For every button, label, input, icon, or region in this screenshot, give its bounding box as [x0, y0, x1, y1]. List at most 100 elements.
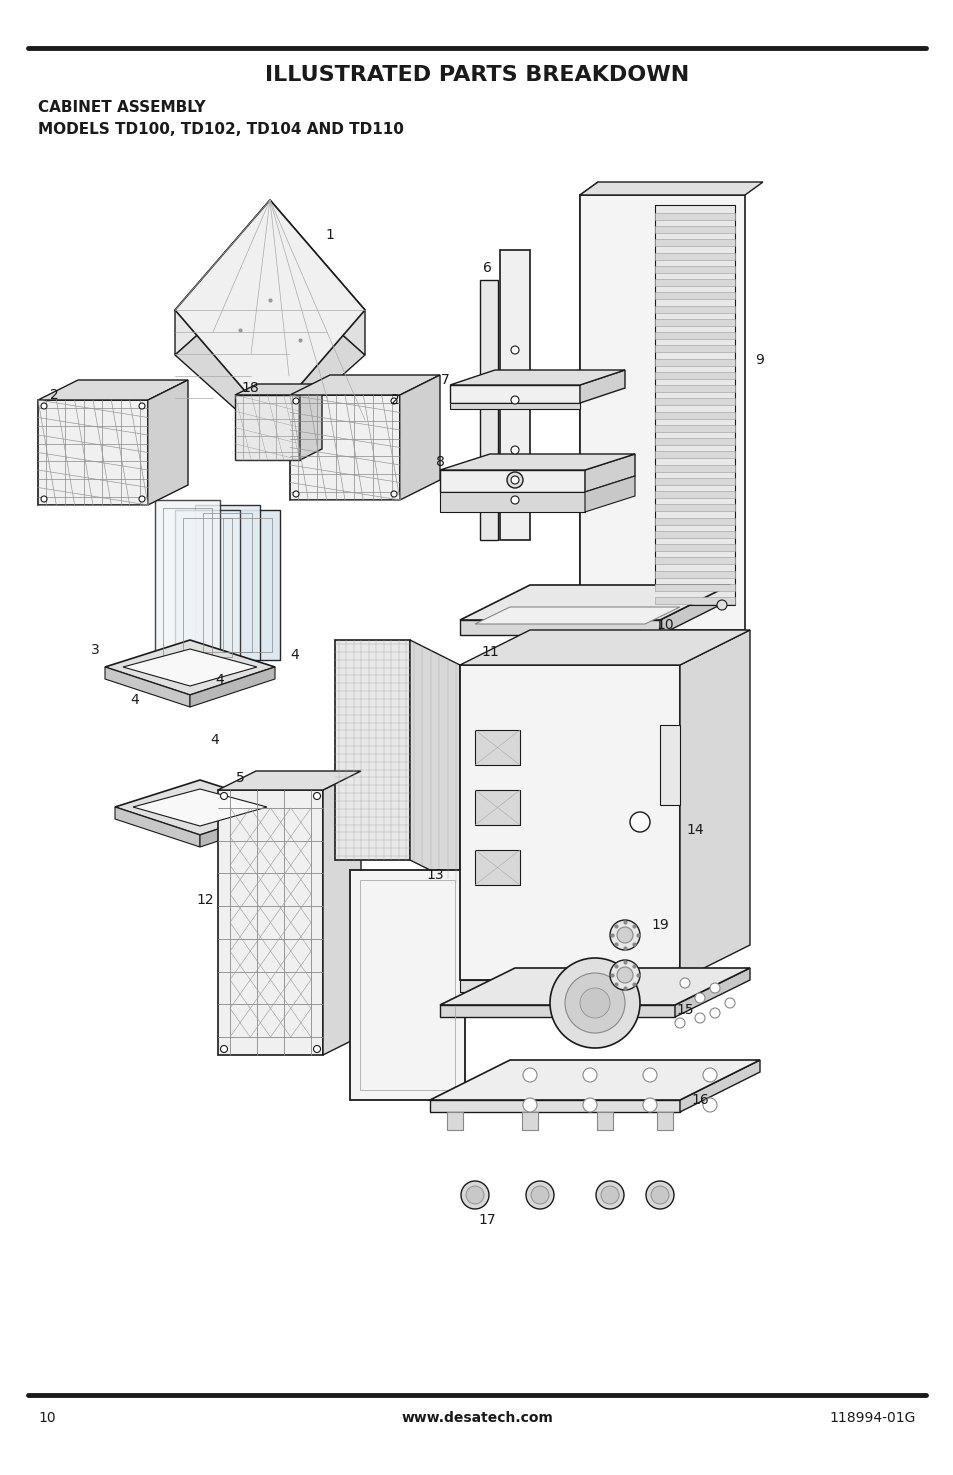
- Polygon shape: [105, 640, 274, 695]
- Polygon shape: [475, 791, 519, 825]
- Polygon shape: [132, 789, 267, 826]
- Text: 11: 11: [480, 645, 498, 659]
- Polygon shape: [115, 807, 200, 847]
- Polygon shape: [439, 493, 584, 512]
- Circle shape: [293, 398, 298, 404]
- Text: 1: 1: [325, 229, 335, 242]
- Circle shape: [675, 1018, 684, 1028]
- Polygon shape: [579, 370, 624, 403]
- Polygon shape: [579, 181, 762, 195]
- Polygon shape: [174, 201, 270, 355]
- Polygon shape: [655, 544, 734, 552]
- Text: 4: 4: [131, 693, 139, 707]
- Circle shape: [139, 403, 145, 409]
- Polygon shape: [655, 266, 734, 273]
- Circle shape: [506, 472, 522, 488]
- Polygon shape: [655, 252, 734, 260]
- Polygon shape: [655, 558, 734, 565]
- Polygon shape: [459, 665, 679, 979]
- Text: MODELS TD100, TD102, TD104 AND TD110: MODELS TD100, TD102, TD104 AND TD110: [38, 122, 403, 137]
- Polygon shape: [190, 667, 274, 707]
- Polygon shape: [679, 1061, 760, 1112]
- Polygon shape: [430, 1100, 679, 1112]
- Circle shape: [596, 1181, 623, 1210]
- Circle shape: [679, 978, 689, 988]
- Polygon shape: [218, 791, 323, 1055]
- Circle shape: [709, 1007, 720, 1018]
- Circle shape: [511, 347, 518, 354]
- Polygon shape: [659, 726, 679, 805]
- Polygon shape: [290, 395, 399, 500]
- Polygon shape: [290, 375, 439, 395]
- Polygon shape: [597, 1112, 613, 1130]
- Polygon shape: [479, 280, 497, 540]
- Polygon shape: [123, 649, 256, 686]
- Circle shape: [642, 1097, 657, 1112]
- Text: CABINET ASSEMBLY: CABINET ASSEMBLY: [38, 100, 206, 115]
- Polygon shape: [655, 518, 734, 525]
- Circle shape: [220, 1046, 227, 1053]
- Circle shape: [702, 1068, 717, 1083]
- Polygon shape: [655, 205, 734, 605]
- Circle shape: [709, 982, 720, 993]
- Polygon shape: [38, 400, 148, 504]
- Polygon shape: [584, 454, 635, 493]
- Polygon shape: [657, 1112, 672, 1130]
- Polygon shape: [154, 500, 220, 665]
- Polygon shape: [194, 504, 260, 659]
- Polygon shape: [475, 608, 679, 624]
- Circle shape: [695, 993, 704, 1003]
- Polygon shape: [655, 425, 734, 432]
- Circle shape: [139, 496, 145, 502]
- Circle shape: [314, 1046, 320, 1053]
- Polygon shape: [270, 201, 365, 355]
- Circle shape: [511, 496, 518, 504]
- Polygon shape: [38, 381, 188, 400]
- Circle shape: [550, 957, 639, 1049]
- Polygon shape: [679, 630, 749, 979]
- Polygon shape: [675, 968, 749, 1016]
- Polygon shape: [659, 586, 729, 636]
- Polygon shape: [655, 212, 734, 220]
- Polygon shape: [655, 358, 734, 366]
- Polygon shape: [350, 870, 464, 1100]
- Polygon shape: [234, 395, 299, 460]
- Polygon shape: [521, 1112, 537, 1130]
- Circle shape: [41, 496, 47, 502]
- Polygon shape: [655, 531, 734, 538]
- Polygon shape: [459, 620, 659, 636]
- Circle shape: [717, 600, 726, 611]
- Text: 12: 12: [196, 892, 213, 907]
- Polygon shape: [499, 249, 530, 540]
- Circle shape: [695, 1013, 704, 1024]
- Polygon shape: [584, 476, 635, 512]
- Polygon shape: [655, 292, 734, 299]
- Polygon shape: [655, 491, 734, 499]
- Polygon shape: [105, 667, 190, 707]
- Polygon shape: [148, 381, 188, 504]
- Polygon shape: [439, 968, 749, 1004]
- Text: 5: 5: [235, 771, 244, 785]
- Polygon shape: [430, 1061, 760, 1100]
- Circle shape: [642, 1068, 657, 1083]
- Polygon shape: [439, 1004, 675, 1016]
- Text: 7: 7: [440, 373, 449, 386]
- Polygon shape: [459, 979, 679, 993]
- Polygon shape: [439, 471, 584, 493]
- Polygon shape: [655, 438, 734, 445]
- Text: 19: 19: [651, 917, 668, 932]
- Circle shape: [724, 999, 734, 1007]
- Polygon shape: [655, 584, 734, 591]
- Text: 4: 4: [291, 648, 299, 662]
- Polygon shape: [655, 385, 734, 392]
- Circle shape: [522, 1097, 537, 1112]
- Circle shape: [511, 445, 518, 454]
- Polygon shape: [450, 385, 579, 403]
- Polygon shape: [655, 319, 734, 326]
- Polygon shape: [115, 780, 285, 835]
- Text: 9: 9: [755, 353, 763, 367]
- Text: www.desatech.com: www.desatech.com: [400, 1412, 553, 1425]
- Polygon shape: [475, 850, 519, 885]
- Circle shape: [609, 960, 639, 990]
- Circle shape: [41, 403, 47, 409]
